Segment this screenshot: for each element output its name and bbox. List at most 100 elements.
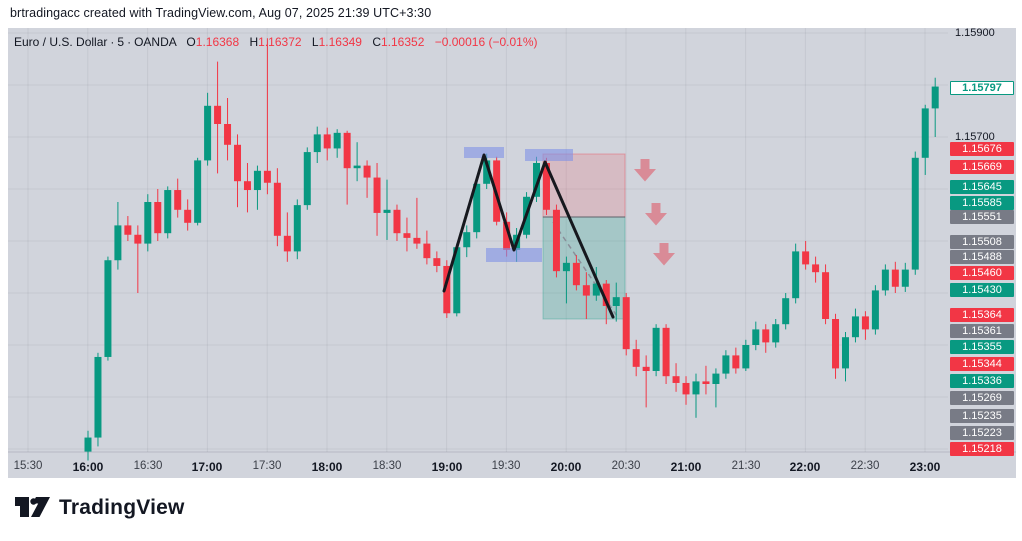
high-label: H — [249, 35, 259, 49]
price-level-badge: 1.15669 — [950, 160, 1014, 174]
candlestick-chart[interactable] — [8, 28, 1016, 478]
candle-down — [552, 209, 560, 272]
candle-down — [234, 144, 242, 182]
candle-up — [652, 327, 660, 371]
price-axis-tick: 1.15700 — [955, 131, 995, 143]
candle-down — [762, 329, 770, 343]
time-axis-label: 16:30 — [133, 460, 163, 472]
price-level-badge: 1.15645 — [950, 180, 1014, 194]
open-value: 1.16368 — [195, 35, 240, 49]
time-axis-label: 20:30 — [611, 460, 641, 472]
candle-down — [393, 209, 401, 234]
price-level-badge: 1.15430 — [950, 283, 1014, 297]
candle-down — [642, 366, 650, 371]
candle-down — [822, 272, 830, 319]
candle-down — [243, 181, 251, 191]
time-axis-label: 18:00 — [311, 460, 343, 474]
candle-up — [772, 324, 780, 343]
attribution-text: brtradingacc created with TradingView.co… — [10, 6, 432, 20]
candle-down — [174, 190, 182, 210]
candle-down — [812, 264, 820, 273]
candle-down — [433, 258, 441, 266]
candle-up — [592, 283, 600, 296]
low-label: L — [311, 35, 319, 49]
price-level-badge: 1.15336 — [950, 374, 1014, 388]
time-axis-label: 17:00 — [191, 460, 223, 474]
candle-down — [443, 265, 451, 314]
time-axis-label: 17:30 — [252, 460, 282, 472]
candle-up — [84, 437, 92, 452]
candle-down — [682, 382, 690, 395]
time-axis-label: 23:00 — [909, 460, 941, 474]
time-axis-label: 20:00 — [550, 460, 582, 474]
candle-up — [871, 290, 879, 330]
time-axis-label: 18:30 — [372, 460, 402, 472]
candle-down — [373, 177, 381, 213]
candle-up — [313, 134, 321, 153]
candle-up — [293, 205, 301, 252]
blue-zone-rectangle[interactable] — [486, 248, 542, 262]
candle-up — [722, 355, 730, 374]
candle-down — [413, 237, 421, 244]
candle-down — [861, 316, 869, 330]
time-axis-label: 21:00 — [670, 460, 702, 474]
chart-widget[interactable]: Euro / U.S. Dollar · 5 · OANDA O1.16368 H1.1… — [8, 27, 1016, 478]
candle-up — [851, 316, 859, 338]
time-axis-label: 19:00 — [431, 460, 463, 474]
candle-down — [283, 235, 291, 252]
price-level-badge: 1.15364 — [950, 308, 1014, 322]
candle-down — [832, 319, 840, 369]
candle-down — [273, 182, 281, 236]
candle-down — [632, 349, 640, 367]
candle-down — [134, 234, 142, 244]
candle-down — [403, 233, 411, 238]
symbol-name[interactable]: Euro / U.S. Dollar — [14, 35, 108, 49]
candle-down — [323, 134, 331, 149]
current-price-badge: 1.15797 — [950, 81, 1014, 95]
candle-up — [562, 262, 570, 272]
symbol-info-bar[interactable]: Euro / U.S. Dollar · 5 · OANDA O1.16368 H1.1… — [14, 35, 538, 49]
candle-down — [214, 105, 222, 124]
low-value: 1.16349 — [318, 35, 362, 49]
m-pattern-zigzag[interactable] — [442, 153, 615, 319]
candle-down — [702, 381, 710, 384]
candle-up — [194, 160, 202, 223]
candle-up — [463, 232, 471, 248]
candle-up — [473, 183, 481, 233]
candle-down — [602, 283, 610, 306]
candle-up — [712, 373, 720, 384]
price-level-badge: 1.15460 — [950, 266, 1014, 280]
down-arrow-icon[interactable] — [645, 203, 667, 226]
price-level-badge: 1.15218 — [950, 442, 1014, 456]
candle-up — [782, 298, 790, 325]
candle-down — [802, 251, 810, 265]
down-arrow-icon[interactable] — [634, 159, 656, 182]
candle-down — [542, 163, 550, 210]
price-level-badge: 1.15223 — [950, 426, 1014, 440]
price-level-badge: 1.15676 — [950, 142, 1014, 156]
candle-up — [901, 269, 909, 287]
blue-zone-rectangle[interactable] — [464, 147, 504, 158]
candle-up — [353, 165, 361, 169]
candle-down — [672, 376, 680, 383]
candle-up — [333, 132, 341, 149]
interval[interactable]: 5 — [117, 35, 125, 49]
price-level-badge: 1.15355 — [950, 340, 1014, 354]
time-axis-label: 16:00 — [72, 460, 104, 474]
time-axis-label: 15:30 — [13, 460, 43, 472]
candle-up — [742, 345, 750, 369]
blue-zone-rectangle[interactable] — [525, 149, 573, 161]
close-value: 1.16352 — [381, 35, 425, 49]
time-axis-label: 22:00 — [789, 460, 821, 474]
candle-up — [164, 190, 172, 234]
price-level-badge: 1.15551 — [950, 210, 1014, 224]
down-arrow-icon[interactable] — [653, 243, 675, 266]
time-axis-label: 22:30 — [850, 460, 880, 472]
candle-up — [931, 86, 939, 109]
candle-up — [752, 329, 760, 345]
candle-down — [662, 327, 670, 377]
tradingview-logo[interactable]: TradingView — [14, 494, 185, 522]
time-axis-label: 21:30 — [731, 460, 761, 472]
footer: TradingView — [0, 478, 1022, 541]
